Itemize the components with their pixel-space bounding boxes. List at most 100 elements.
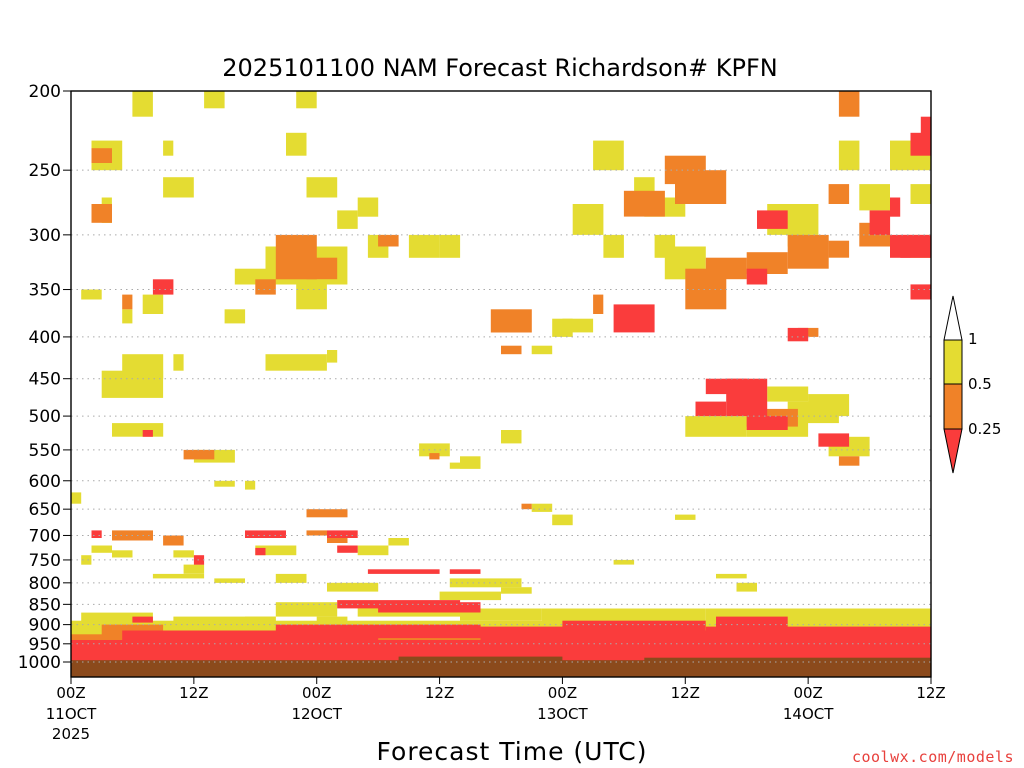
cell-orange-21 — [746, 252, 788, 274]
cell-yellow-49 — [449, 578, 522, 588]
cell-orange-28 — [306, 509, 348, 518]
cell-yellow-68 — [859, 184, 890, 211]
cell-orange-4 — [101, 624, 164, 637]
cell-red-17 — [327, 530, 358, 538]
cell-red-32 — [910, 284, 931, 300]
cell-yellow-28 — [224, 309, 246, 324]
cell-orange-6 — [183, 449, 215, 460]
credit-text: coolwx.com/models — [852, 748, 1014, 766]
cell-red-11 — [716, 616, 788, 631]
ytick-label-300: 300 — [29, 226, 61, 246]
cell-yellow-45 — [275, 573, 307, 583]
cell-yellow-3 — [275, 602, 338, 617]
xtick-date-6: 14OCT — [783, 705, 834, 723]
cell-yellow-48 — [388, 538, 409, 546]
cell-orange-36 — [838, 91, 860, 117]
cell-red-25 — [746, 416, 788, 430]
cell-yellow-93 — [316, 616, 348, 625]
cell-yellow-20 — [357, 197, 379, 217]
ytick-label-900: 900 — [29, 616, 61, 636]
cell-yellow-74 — [1003, 398, 1013, 416]
ytick-label-400: 400 — [29, 328, 61, 348]
xtick-date-0: 11OCT — [46, 705, 97, 723]
cell-orange-19 — [705, 257, 747, 280]
colorbar-orange — [943, 383, 963, 430]
cell-yellow-67 — [838, 140, 860, 171]
cell-yellow-91 — [71, 492, 82, 504]
cell-red-40 — [900, 234, 911, 258]
chart-title: 2025101100 NAM Forecast Richardson# KPFN — [222, 54, 777, 82]
cell-orange-14 — [593, 294, 604, 314]
cell-red-31 — [920, 116, 931, 141]
cell-yellow-18 — [306, 177, 338, 198]
cell-orange-10 — [378, 234, 399, 247]
cell-yellow-71 — [952, 141, 983, 171]
cell-yellow-83 — [736, 582, 757, 592]
ytick-label-1000: 1000 — [18, 653, 61, 673]
xtick-date-4: 13OCT — [537, 705, 588, 723]
cell-yellow-70 — [910, 184, 931, 204]
cell-yellow-19 — [337, 210, 358, 229]
cell-yellow-17 — [296, 91, 317, 109]
cell-yellow-90 — [255, 545, 297, 556]
cell-yellow-13 — [163, 140, 174, 156]
cell-orange-32 — [91, 148, 112, 163]
cell-red-18 — [337, 545, 358, 553]
xtick-year-0: 2025 — [52, 725, 90, 743]
ytick-label-200: 200 — [29, 82, 61, 102]
ytick-label-350: 350 — [29, 281, 61, 301]
cell-orange-13 — [490, 309, 532, 333]
cell-yellow-15 — [204, 91, 225, 109]
cell-yellow-50 — [501, 587, 532, 594]
ytick-label-650: 650 — [29, 500, 61, 520]
cell-red-21 — [613, 304, 655, 333]
xtick-time-2: 00Z — [302, 684, 331, 702]
ytick-label-850: 850 — [29, 595, 61, 615]
cell-red-3 — [275, 624, 481, 639]
cell-yellow-2 — [173, 616, 276, 629]
cell-orange-17 — [675, 170, 727, 204]
cell-red-1 — [71, 640, 931, 650]
cell-yellow-31 — [296, 279, 327, 310]
colorbar-top-arrow — [943, 295, 963, 341]
cell-yellow-23 — [122, 354, 164, 379]
cell-red-13 — [91, 530, 102, 538]
cell-red-19 — [367, 569, 440, 574]
cell-yellow-92 — [245, 616, 276, 625]
ytick-label-550: 550 — [29, 441, 61, 461]
cell-yellow-87 — [91, 545, 112, 553]
cell-yellow-41 — [245, 480, 256, 490]
ytick-label-500: 500 — [29, 407, 61, 427]
xtick-time-5: 12Z — [671, 684, 700, 702]
cell-yellow-78 — [501, 430, 522, 444]
cell-yellow-75 — [992, 258, 1013, 280]
cell-orange-11 — [429, 453, 440, 460]
cell-orange-12 — [501, 345, 522, 355]
xtick-time-0: 00Z — [56, 684, 85, 702]
heatmap-cells — [71, 91, 1013, 677]
cell-yellow-12 — [132, 91, 153, 117]
colorbar-label-0.5: 0.5 — [968, 375, 992, 393]
cell-orange-22 — [787, 234, 829, 269]
cell-red-34 — [152, 279, 174, 295]
cell-yellow-53 — [562, 318, 594, 333]
cell-orange-34 — [122, 294, 133, 310]
cell-yellow-42 — [152, 573, 205, 579]
colorbar-yellow — [943, 339, 963, 385]
cell-orange-40 — [931, 91, 952, 117]
cell-red-39 — [952, 125, 973, 148]
cell-yellow-89 — [183, 564, 205, 574]
ground-strip — [71, 662, 931, 677]
cell-yellow-25 — [81, 289, 102, 300]
cell-yellow-7 — [542, 608, 706, 625]
cell-yellow-14 — [163, 177, 194, 198]
cell-yellow-9 — [808, 612, 890, 621]
cell-yellow-79 — [460, 456, 481, 469]
cell-yellow-33 — [327, 350, 338, 363]
cell-yellow-63 — [767, 386, 809, 402]
cell-orange-9 — [306, 257, 338, 280]
cell-orange-29 — [327, 535, 348, 543]
cell-red-9 — [378, 602, 481, 613]
cell-yellow-88 — [112, 550, 133, 558]
cell-yellow-26 — [122, 309, 133, 324]
